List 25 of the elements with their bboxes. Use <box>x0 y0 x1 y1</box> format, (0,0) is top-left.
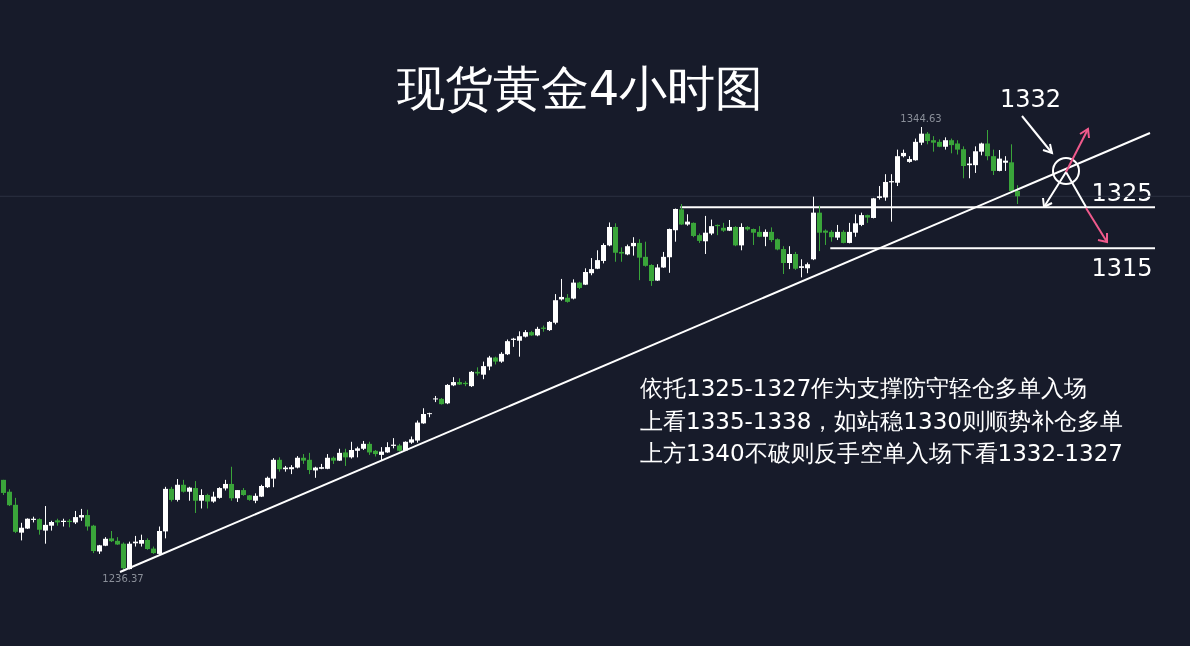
candlestick <box>445 383 450 405</box>
candlestick <box>199 488 204 509</box>
candlestick <box>193 480 198 514</box>
candlestick <box>739 222 744 251</box>
annotation: 上看1335-1338，如站稳1330则顺势补仓多单 <box>640 406 1123 436</box>
candlestick <box>679 203 684 226</box>
candlestick <box>781 245 786 275</box>
candlestick <box>157 526 162 557</box>
chart-title: 现货黄金4小时图 <box>396 60 764 116</box>
candlestick <box>985 129 990 161</box>
ref-line-label: 1315 <box>1091 254 1153 283</box>
annotation: 上方1340不破则反手空单入场下看1332-1327 <box>640 439 1123 468</box>
candlestick <box>793 251 798 271</box>
annotation: 1236.37 <box>102 572 144 584</box>
text: 1332 <box>1000 84 1062 114</box>
candlestick <box>631 236 636 257</box>
ref-line-label: 1325 <box>1091 178 1153 207</box>
candlestick <box>733 225 738 247</box>
candlestick <box>229 466 234 502</box>
candlestick <box>607 221 612 247</box>
annotation: 依托1325-1327作为支撑防守轻仓多单入场 <box>640 374 1089 403</box>
candlestick <box>787 245 792 270</box>
candlestick <box>175 478 180 503</box>
annotation: 1344.63 <box>900 112 942 124</box>
candlestick <box>991 149 996 176</box>
